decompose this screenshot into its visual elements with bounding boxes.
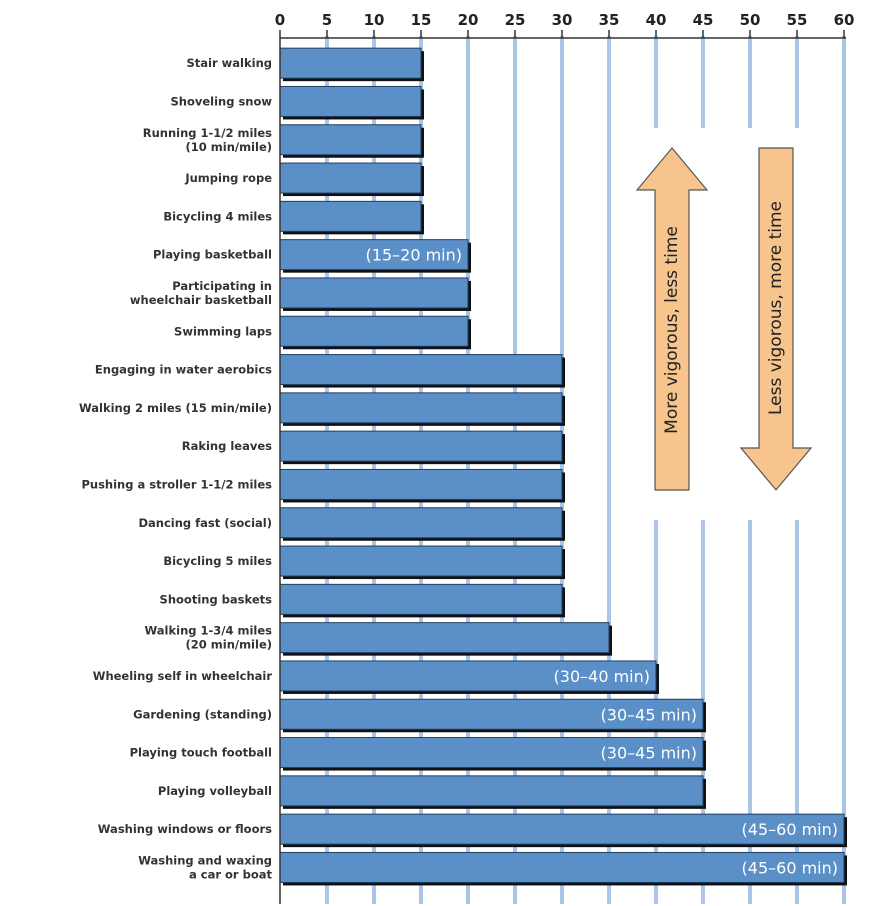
- category-label: Bicycling 5 miles: [163, 554, 272, 568]
- bar-value-label: (45–60 min): [742, 820, 838, 839]
- category-label: Walking 1-3/4 miles (20 min/mile): [145, 624, 273, 652]
- bar: [279, 583, 563, 615]
- bar: [279, 124, 422, 156]
- bar: [279, 200, 422, 232]
- bar: [279, 354, 563, 386]
- bar: [279, 507, 563, 539]
- category-label: Engaging in water aerobics: [95, 363, 272, 377]
- bar: [279, 430, 563, 462]
- category-label: Jumping rope: [184, 171, 272, 185]
- category-label: Washing and waxing a car or boat: [138, 853, 272, 881]
- bar: [279, 47, 422, 79]
- annotation-more-vigorous: More vigorous, less time: [662, 226, 682, 434]
- x-tick-label: 50: [740, 11, 761, 29]
- bar: [279, 698, 704, 730]
- bar: [279, 813, 845, 845]
- category-label: Swimming laps: [174, 324, 272, 338]
- bar: [279, 622, 610, 654]
- category-label: Playing touch football: [130, 746, 272, 760]
- annotation-less-vigorous: Less vigorous, more time: [766, 201, 786, 415]
- bar-value-label: (30–40 min): [554, 667, 650, 686]
- bar: [279, 277, 469, 309]
- x-tick-label: 30: [552, 11, 573, 29]
- bar-value-label: (45–60 min): [742, 858, 838, 877]
- category-label: Wheeling self in wheelchair: [93, 669, 273, 683]
- bar: [279, 775, 704, 807]
- arrow-down-icon: [739, 147, 813, 491]
- category-label: Stair walking: [187, 56, 273, 70]
- x-tick-label: 40: [646, 11, 667, 29]
- category-label: Pushing a stroller 1-1/2 miles: [81, 477, 272, 491]
- arrow-up-icon: [635, 147, 709, 491]
- bar: [279, 851, 845, 883]
- category-label: Washing windows or floors: [98, 822, 272, 836]
- category-label: Gardening (standing): [133, 707, 272, 721]
- x-tick-label: 60: [834, 11, 855, 29]
- bar: [279, 85, 422, 117]
- bar: [279, 239, 469, 271]
- category-label: Playing volleyball: [158, 784, 272, 798]
- x-tick-label: 15: [411, 11, 432, 29]
- category-label: Shoveling snow: [170, 94, 272, 108]
- x-tick-label: 10: [364, 11, 385, 29]
- category-label: Bicycling 4 miles: [163, 209, 272, 223]
- bar-value-label: (30–45 min): [601, 744, 697, 763]
- bar: [279, 315, 469, 347]
- bar-value-label: (15–20 min): [366, 246, 462, 265]
- bar: [279, 162, 422, 194]
- category-label: Walking 2 miles (15 min/mile): [79, 401, 272, 415]
- x-tick-label: 25: [505, 11, 526, 29]
- bar: [279, 468, 563, 500]
- x-tick-label: 45: [693, 11, 714, 29]
- category-label: Participating in wheelchair basketball: [130, 279, 272, 307]
- bar: [279, 392, 563, 424]
- x-tick-label: 55: [787, 11, 808, 29]
- category-label: Raking leaves: [182, 439, 272, 453]
- x-tick-label: 35: [599, 11, 620, 29]
- bar: [279, 545, 563, 577]
- category-label: Running 1-1/2 miles (10 min/mile): [143, 126, 272, 154]
- category-label: Playing basketball: [153, 248, 272, 262]
- x-tick-label: 5: [322, 11, 332, 29]
- category-label: Dancing fast (social): [138, 516, 272, 530]
- bar-value-label: (30–45 min): [601, 705, 697, 724]
- x-tick-label: 0: [275, 11, 285, 29]
- x-tick-label: 20: [458, 11, 479, 29]
- category-label: Shooting baskets: [160, 592, 273, 606]
